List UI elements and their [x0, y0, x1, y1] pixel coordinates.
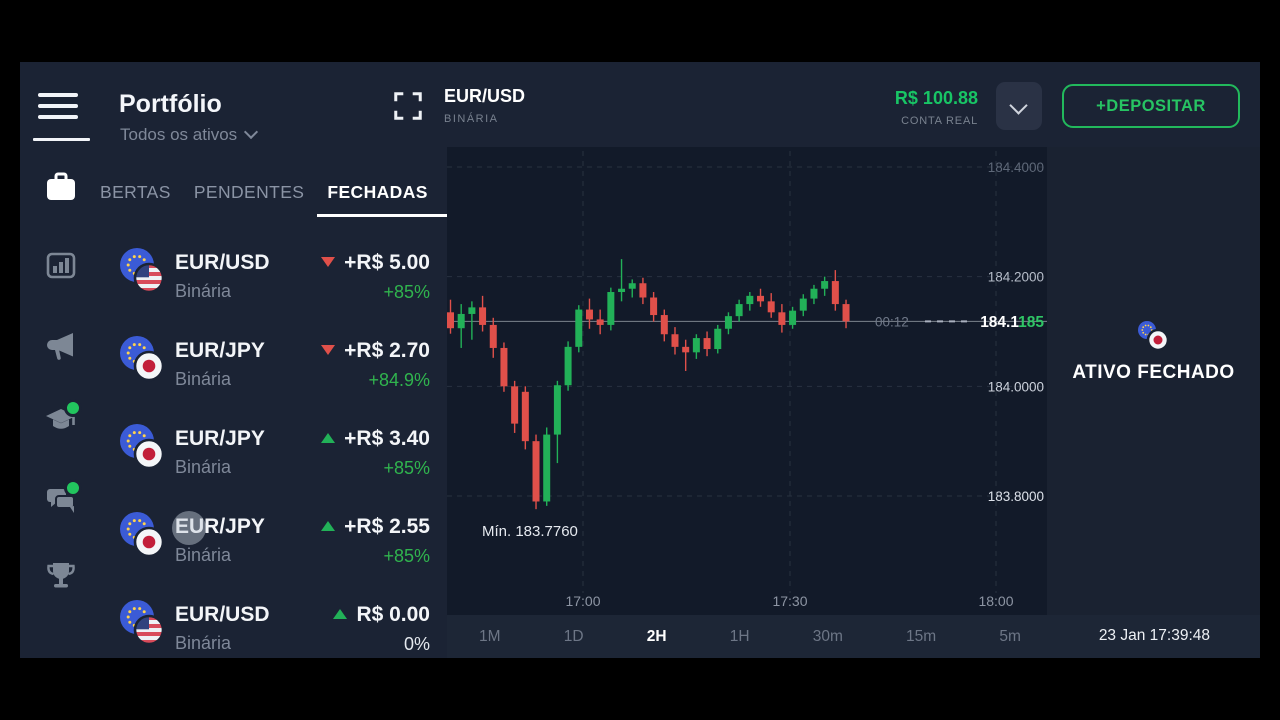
active-symbol[interactable]: EUR/USD BINÁRIA	[444, 86, 525, 125]
trade-amount: R$ 0.00	[356, 603, 430, 626]
trade-percent: +85%	[383, 546, 430, 566]
tournaments-trophy-icon	[47, 563, 75, 588]
tab-bertas[interactable]: BERTAS	[100, 182, 171, 202]
trade-row[interactable]: EUR/USD Binária R$ 0.00 0%	[20, 589, 447, 658]
direction-triangle-icon	[333, 609, 348, 619]
svg-text:184.1185: 184.1185	[980, 314, 1044, 331]
account-balance: R$ 100.88	[894, 88, 978, 108]
trade-side-panel: ATIVO FECHADO	[1047, 147, 1260, 615]
trade-percent: +84.9%	[368, 370, 430, 390]
tab-fechadas[interactable]: FECHADAS	[317, 182, 461, 217]
trading-app-window: Portfólio Todos os ativos EUR/USD BINÁRI…	[20, 62, 1260, 658]
trade-row[interactable]: EUR/USD Binária +R$ 5.00 +85%	[20, 237, 447, 325]
timeframe-1M[interactable]: 1M	[479, 627, 501, 645]
trade-amount: +R$ 5.00	[344, 251, 430, 274]
trade-row[interactable]: EUR/JPY Binária +R$ 2.55 +85%	[20, 501, 447, 589]
fullscreen-icon[interactable]	[392, 90, 424, 122]
balance-block: R$ 100.88 CONTA REAL	[810, 88, 978, 127]
notification-dot	[64, 479, 82, 497]
currency-pair-flags	[120, 512, 166, 563]
currency-pair-flags	[1047, 321, 1260, 353]
sidebar-item-portfolio[interactable]	[44, 171, 78, 205]
svg-text:184.2000: 184.2000	[988, 270, 1044, 285]
tab-pendentes[interactable]: PENDENTES	[193, 182, 305, 202]
chevron-down-icon	[244, 124, 259, 140]
asset-filter-dropdown[interactable]: Todos os ativos	[120, 124, 259, 145]
trade-type-label: Binária	[175, 281, 232, 301]
timeframe-selector: 1M 1D 2H 1H 30m 15m 5m	[447, 615, 1047, 658]
timeframe-30m[interactable]: 30m	[812, 627, 843, 645]
chat-icon	[47, 489, 75, 513]
direction-triangle-icon	[321, 345, 336, 355]
symbol-name: EUR/USD	[444, 86, 526, 106]
timeframe-1H[interactable]: 1H	[729, 627, 750, 645]
timeframe-5m[interactable]: 5m	[999, 627, 1021, 645]
svg-text:184.0000: 184.0000	[988, 379, 1044, 394]
svg-text:00:12: 00:12	[875, 314, 909, 329]
svg-text:18:00: 18:00	[978, 593, 1013, 609]
svg-text:17:00: 17:00	[565, 593, 600, 609]
direction-triangle-icon	[321, 433, 336, 443]
direction-triangle-icon	[321, 257, 336, 267]
svg-text:184.4000: 184.4000	[988, 160, 1044, 175]
chevron-down-icon	[1009, 96, 1028, 115]
server-clock: 23 Jan 17:39:48	[1098, 627, 1210, 644]
hamburger-menu-icon[interactable]	[38, 93, 82, 123]
timeframe-15m[interactable]: 15m	[906, 627, 937, 645]
trade-amount: +R$ 3.40	[344, 427, 430, 450]
notification-dot	[64, 399, 82, 417]
trade-pair-label: EUR/USD	[175, 251, 270, 274]
sidebar-item-education[interactable]	[44, 399, 82, 437]
sidebar-item-tournaments[interactable]	[44, 558, 78, 592]
direction-triangle-icon	[321, 521, 336, 531]
market-chart-icon	[46, 252, 76, 279]
svg-text:183.8000: 183.8000	[988, 489, 1044, 504]
trade-type-label: Binária	[175, 633, 232, 653]
svg-text:Mín. 183.7760: Mín. 183.7760	[482, 523, 578, 540]
page-title: Portfólio	[119, 90, 222, 118]
trade-row[interactable]: EUR/JPY Binária +R$ 2.70 +84.9%	[20, 325, 447, 413]
trade-pair-label: EUR/JPY	[175, 339, 265, 362]
promo-megaphone-icon	[47, 333, 73, 360]
timeframe-1D[interactable]: 1D	[563, 627, 584, 645]
trade-row[interactable]: EUR/JPY Binária +R$ 3.40 +85%	[20, 413, 447, 501]
currency-pair-flags	[120, 600, 166, 651]
currency-pair-flags	[120, 424, 166, 475]
trade-type-label: Binária	[175, 545, 232, 565]
touch-indicator	[172, 511, 206, 545]
trade-pair-label: EUR/USD	[175, 603, 270, 626]
closed-trades-list: EUR/USD Binária +R$ 5.00 +85% EUR/JPY Bi…	[20, 237, 447, 658]
trade-amount: +R$ 2.55	[344, 515, 430, 538]
menu-underline	[33, 138, 90, 141]
deposit-button[interactable]: +DEPOSITAR	[1062, 84, 1240, 128]
account-type-label: CONTA REAL	[901, 115, 978, 127]
asset-closed-label: ATIVO FECHADO	[1072, 362, 1235, 383]
currency-pair-flags	[120, 248, 166, 299]
account-switch-button[interactable]	[996, 82, 1042, 130]
symbol-type: BINÁRIA	[444, 113, 499, 125]
trade-type-label: Binária	[175, 369, 232, 389]
portfolio-tabs: BERTAS PENDENTES FECHADAS	[100, 182, 461, 217]
trade-percent: +85%	[383, 458, 430, 478]
trade-pair-label: EUR/JPY	[175, 515, 265, 538]
trade-type-label: Binária	[175, 457, 232, 477]
sidebar-item-chat[interactable]	[44, 479, 82, 517]
candlestick-chart[interactable]: 184.4000 184.2000 184.0000 183.8000 17:00 17:…	[447, 147, 1047, 615]
chart-footer-bar: 1M 1D 2H 1H 30m 15m 5m 23 Jan 17:39:48	[447, 615, 1260, 658]
trade-percent: 0%	[403, 634, 430, 654]
portfolio-briefcase-icon	[47, 172, 75, 200]
trade-amount: +R$ 2.70	[344, 339, 430, 362]
currency-pair-flags	[120, 336, 166, 387]
trade-percent: +85%	[383, 282, 430, 302]
svg-text:17:30: 17:30	[772, 593, 807, 609]
sidebar-item-promotions[interactable]	[44, 328, 78, 362]
trade-pair-label: EUR/JPY	[175, 427, 265, 450]
sidebar-item-market[interactable]	[44, 248, 78, 282]
timeframe-2H[interactable]: 2H	[646, 627, 667, 645]
